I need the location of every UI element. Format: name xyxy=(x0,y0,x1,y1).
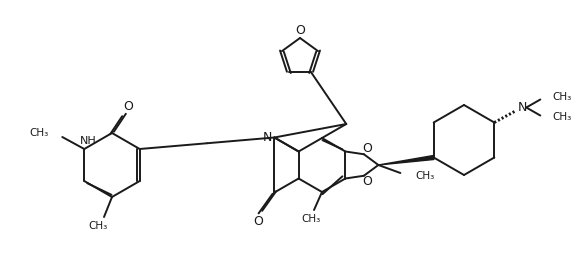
Text: O: O xyxy=(362,175,372,188)
Text: O: O xyxy=(362,142,372,155)
Text: CH₃: CH₃ xyxy=(88,221,108,231)
Text: N: N xyxy=(263,131,272,144)
Text: CH₃: CH₃ xyxy=(553,113,571,123)
Text: CH₃: CH₃ xyxy=(29,128,48,138)
Text: CH₃: CH₃ xyxy=(415,171,435,181)
Text: O: O xyxy=(253,215,263,228)
Text: O: O xyxy=(123,101,133,114)
Text: CH₃: CH₃ xyxy=(553,93,571,102)
Text: N: N xyxy=(517,101,527,114)
Text: CH₃: CH₃ xyxy=(301,214,321,224)
Polygon shape xyxy=(379,156,434,165)
Text: O: O xyxy=(295,23,305,36)
Text: NH: NH xyxy=(80,136,97,146)
